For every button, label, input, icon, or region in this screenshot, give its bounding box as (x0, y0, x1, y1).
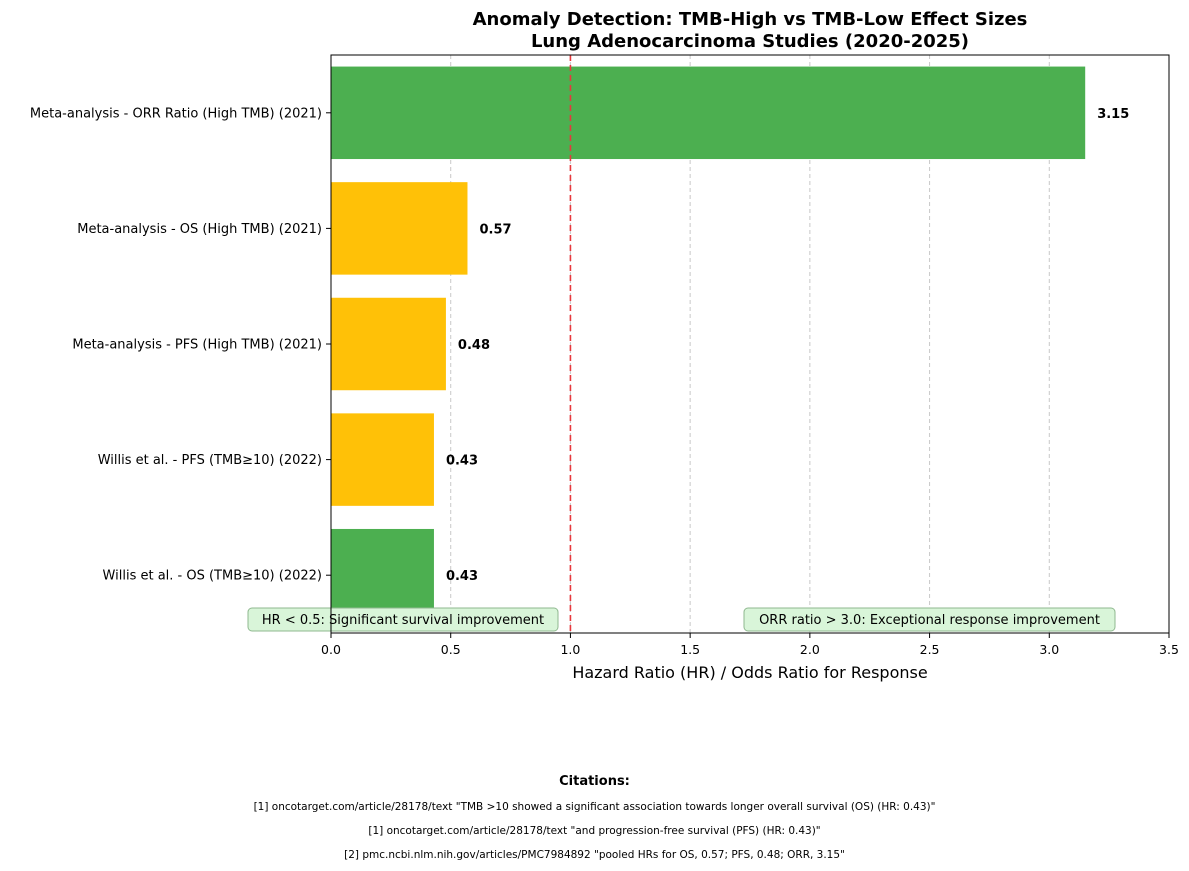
x-axis-label: Hazard Ratio (HR) / Odds Ratio for Respo… (572, 663, 927, 682)
bar (331, 182, 468, 275)
x-tick-label: 2.5 (920, 642, 940, 657)
bar-chart: Anomaly Detection: TMB-High vs TMB-Low E… (30, 9, 1179, 682)
y-tick-label: Meta-analysis - ORR Ratio (High TMB) (20… (30, 106, 322, 121)
y-tick-label: Meta-analysis - PFS (High TMB) (2021) (72, 338, 322, 353)
data-label: 0.57 (479, 222, 511, 237)
chart-subtitle: Lung Adenocarcinoma Studies (2020-2025) (531, 31, 969, 52)
annotation-box (743, 607, 1116, 632)
y-tick-label: Willis et al. - OS (TMB≥10) (2022) (103, 569, 322, 584)
x-tick-label: 2.0 (800, 642, 820, 657)
x-tick-label: 1.5 (680, 642, 700, 657)
x-tick-label: 3.0 (1039, 642, 1059, 657)
citations-title: Citations: (559, 774, 630, 789)
x-tick-label: 0.0 (321, 642, 341, 657)
bar (331, 528, 434, 622)
bar (331, 66, 1086, 160)
data-label: 0.43 (446, 569, 478, 584)
bar (331, 413, 434, 506)
data-label: 0.43 (446, 454, 478, 469)
x-tick-label: 3.5 (1159, 642, 1179, 657)
chart-title: Anomaly Detection: TMB-High vs TMB-Low E… (473, 9, 1028, 30)
y-tick-label: Meta-analysis - OS (High TMB) (2021) (77, 222, 322, 237)
annotations: HR < 0.5: Significant survival improveme… (247, 607, 1116, 632)
x-tick-label: 1.0 (560, 642, 580, 657)
data-label: 3.15 (1097, 107, 1129, 122)
annotation-text: ORR ratio > 3.0: Exceptional response im… (759, 613, 1100, 628)
y-tick-label: Willis et al. - PFS (TMB≥10) (2022) (98, 453, 322, 468)
annotation-text: HR < 0.5: Significant survival improveme… (262, 613, 544, 628)
citation-line: [1] oncotarget.com/article/28178/text "a… (368, 825, 821, 837)
annotation-box (247, 607, 559, 632)
bar (331, 297, 446, 391)
axis-ticks: 0.0 0.5 1.0 1.5 2.0 2.5 3.0 3.5 Willis et al. - … (30, 106, 1179, 657)
citation-line: [2] pmc.ncbi.nlm.nih.gov/articles/PMC798… (344, 849, 845, 861)
x-tick-label: 0.5 (441, 642, 461, 657)
bars: 0.43 0.43 0.48 0.57 3.15 (331, 66, 1129, 622)
grid-lines (450, 55, 1050, 633)
data-label: 0.48 (458, 338, 490, 353)
citation-line: [1] oncotarget.com/article/28178/text "T… (253, 801, 936, 813)
